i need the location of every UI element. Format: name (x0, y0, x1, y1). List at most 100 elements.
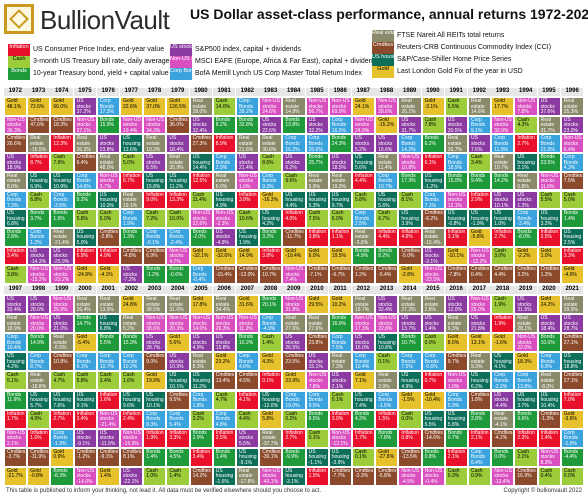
return-cell: Real estate 14.6% (468, 97, 492, 116)
legend-item-gold: Gold Last London Gold Fix of the year in … (372, 66, 523, 78)
return-value: 7.8% (424, 122, 436, 129)
return-cell: US stocks -11.9% (96, 428, 120, 448)
asset-label: Inflation (285, 210, 303, 217)
return-cell: US housing -3.1% (282, 466, 306, 486)
asset-label: Corp Bonds (471, 116, 486, 129)
asset-label: Non-US stocks (7, 116, 25, 129)
asset-label: Gold (30, 98, 41, 104)
asset-label: Cash (99, 210, 112, 217)
asset-label: Gold (308, 296, 320, 302)
asset-label: Real estate (308, 172, 323, 185)
asset-label: Gold (262, 353, 273, 360)
return-value: -3.1% (285, 479, 299, 486)
return-cell: US housing 5.6% (375, 190, 399, 210)
return-cell: Cash 8.1% (398, 190, 422, 210)
return-value: 9.4% (471, 178, 483, 185)
return-cell: Bonds 10.2% (236, 333, 260, 353)
return-value: 19.4% (123, 127, 138, 134)
asset-label: Cash (471, 154, 483, 161)
return-value: 6.4% (563, 146, 576, 153)
return-cell: Real estate 35.9% (166, 153, 190, 172)
return-cell: Non-US stocks 11.2% (236, 314, 260, 334)
asset-label: Bonds (308, 154, 323, 161)
asset-label: Corp Bonds (262, 172, 277, 185)
legend-item-bonds: Bonds 10-year Treasury bond, yield + capi… (8, 68, 169, 80)
return-value: 3.0% (494, 253, 506, 260)
return-cell: Gold 4.3% (259, 352, 283, 372)
return-value: 5.9% (308, 183, 320, 190)
asset-label: Cash (262, 334, 274, 341)
return-cell: Inflation 1.9% (491, 314, 515, 334)
return-value: 7.4% (285, 277, 297, 284)
asset-label: Cash (7, 372, 19, 379)
return-value: 6.9% (76, 253, 88, 260)
asset-label: Cash (192, 191, 205, 198)
return-cell: Cmdties -4.2% (491, 428, 515, 448)
asset-label: Corp Bonds (285, 135, 300, 147)
return-value: 23.0% (563, 127, 578, 134)
asset-label: Gold (540, 296, 552, 302)
return-value: -2.3% (215, 221, 229, 228)
return-value: 27.1% (563, 339, 578, 346)
asset-label: Gold (494, 334, 505, 341)
return-cell: US housing 11.2% (166, 171, 190, 191)
return-cell: Cmdties -1.2% (73, 447, 97, 467)
return-cell: US housing 10.3% (96, 190, 120, 210)
return-cell: Inflation 6.9% (73, 246, 97, 266)
return-value: 8.0% (7, 183, 19, 190)
return-cell: US housing -1.6% (212, 466, 236, 486)
return-value: 8.5% (308, 416, 320, 423)
asset-label: Corp Bonds (239, 353, 254, 365)
asset-label: Gold (424, 98, 436, 104)
return-cell: Inflation 2.7% (491, 227, 515, 247)
legend-swatch: US stocks (170, 44, 192, 56)
return-value: 10.3% (146, 146, 161, 153)
return-value: 12.0% (447, 307, 462, 314)
return-cell: Non-US stocks 10.8% (398, 153, 422, 172)
return-cell: Non-US stocks 22.0% (514, 333, 538, 353)
asset-label: Inflation (123, 172, 141, 179)
return-value: 19.9% (146, 377, 161, 384)
return-value: 1.5% (378, 416, 390, 423)
year-header: 2010 (305, 286, 329, 294)
return-cell: Cmdties 47.6% (27, 115, 51, 135)
return-cell: Real estate -4.1% (491, 409, 515, 429)
asset-label: US housing (123, 135, 141, 147)
return-cell: Cmdties -9.1% (96, 447, 120, 467)
return-value: 3.2% (540, 221, 552, 228)
asset-label: Non-US stocks (494, 116, 512, 129)
return-value: -6.5% (53, 345, 67, 352)
return-cell: Inflation 8.7% (27, 153, 51, 172)
return-value: 4.0% (285, 215, 297, 222)
return-value: 7.5% (401, 364, 413, 371)
return-cell: Real estate 0.8% (514, 171, 538, 191)
asset-label: Inflation (192, 172, 211, 179)
asset-label: Inflation (146, 191, 164, 198)
year-header: 2001 (96, 286, 120, 294)
return-cell: US stocks 6.5% (143, 153, 167, 172)
asset-label: Inflation (30, 154, 48, 161)
return-value: 13.7% (401, 326, 416, 333)
asset-label: US stocks (53, 247, 68, 260)
return-value: 4.6% (239, 364, 251, 371)
asset-label: US stocks (76, 429, 91, 442)
return-value: 9.9% (540, 364, 552, 371)
return-cell: Bonds 8.2% (375, 246, 399, 266)
return-cell: Non-US stocks 20.0% (27, 314, 51, 334)
return-value: 3.4% (192, 454, 204, 461)
return-cell: Corp Bonds 16.2% (282, 134, 306, 154)
return-cell: Corp Bonds 39.2% (236, 97, 260, 116)
return-value: 15.1% (308, 364, 323, 371)
return-cell: US housing 15.8% (143, 171, 167, 191)
return-cell: Real estate -15.4% (421, 227, 445, 247)
return-value: 32.4% (378, 307, 393, 314)
return-value: 16.0% (355, 345, 370, 352)
asset-label: Bonds (355, 410, 370, 417)
return-cell: US stocks 22.6% (259, 115, 283, 135)
asset-label: Inflation (447, 228, 466, 235)
return-cell: US housing -9.1% (236, 447, 260, 467)
return-cell: Cash 0.1% (328, 390, 352, 410)
return-value: -23.5% (424, 277, 441, 284)
asset-label: Cash (239, 210, 251, 217)
return-cell: Gold 17.7% (491, 97, 515, 116)
